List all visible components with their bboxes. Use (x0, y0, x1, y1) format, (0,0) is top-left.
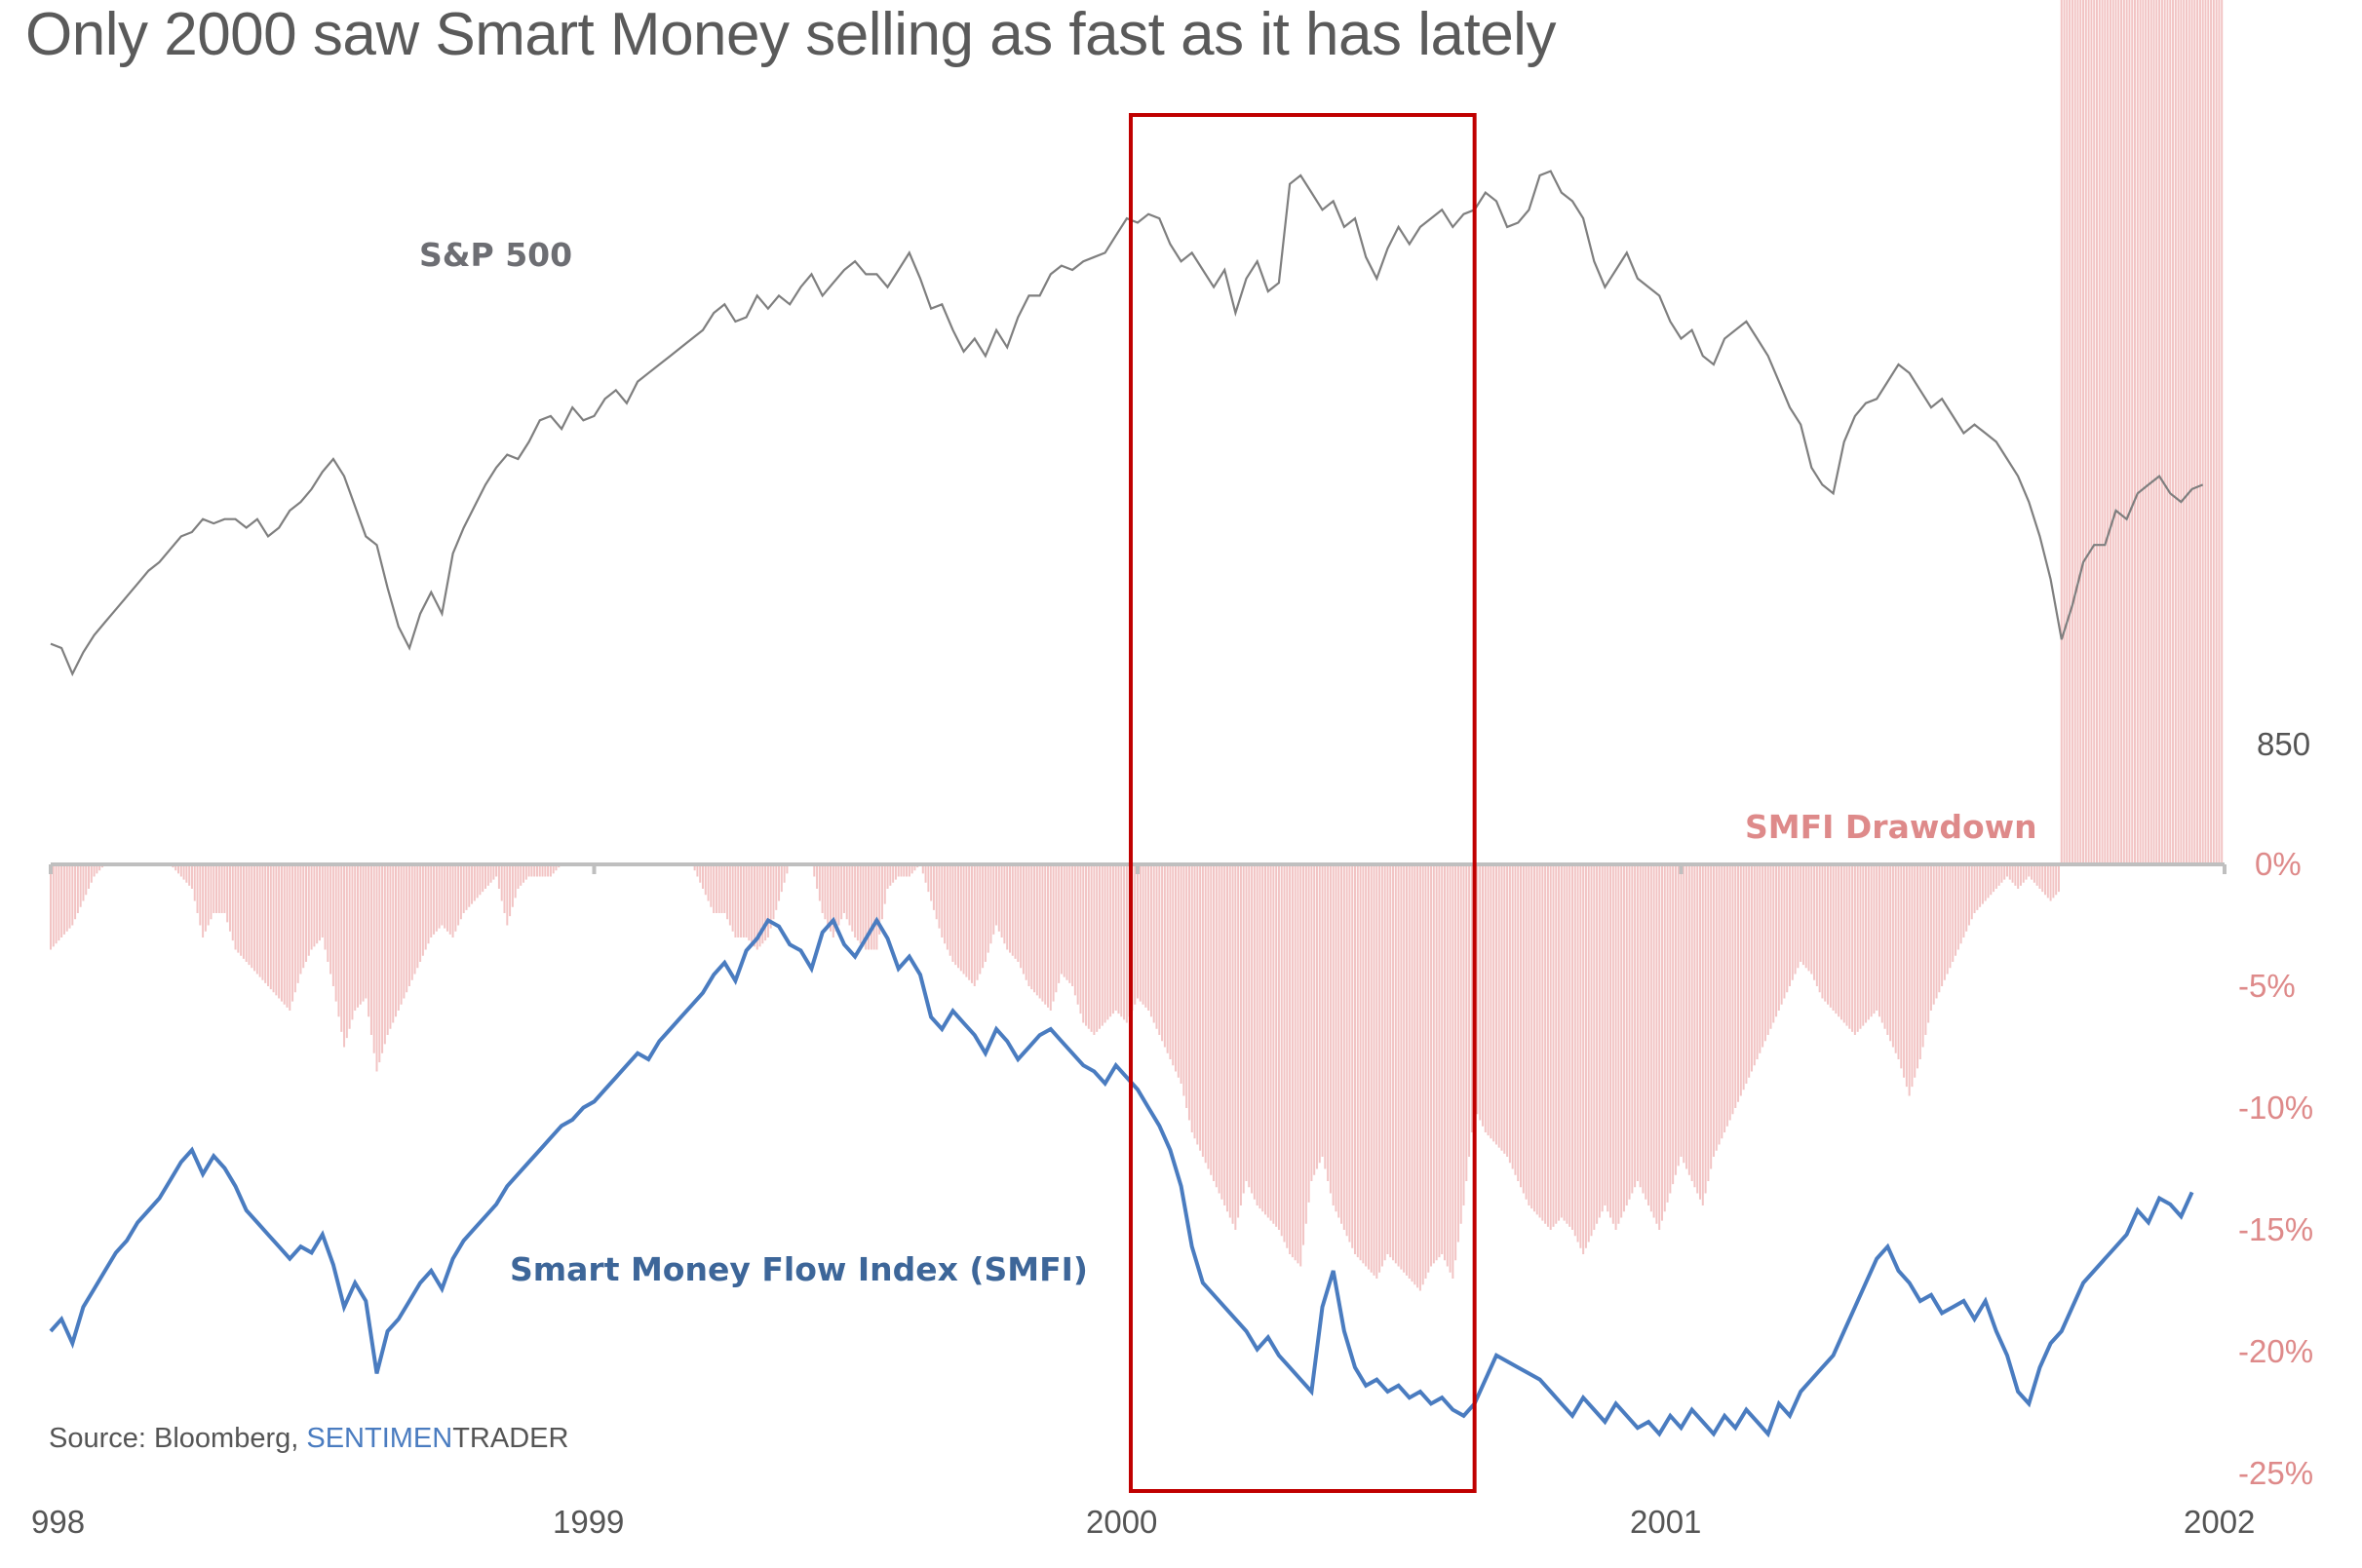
x-axis-ticks (49, 864, 2226, 874)
drawdown-series-label: SMFI Drawdown (1745, 808, 2037, 846)
sp500-line (50, 170, 2204, 677)
highlight-box (1129, 113, 1477, 1493)
drawdown-tick-label: -20% (2238, 1333, 2313, 1369)
drawdown-tick-label: -25% (2238, 1455, 2313, 1491)
x-tick-label: 2002 (2184, 1504, 2255, 1540)
x-tick-label: 998 (31, 1504, 85, 1540)
sp500-axis-tick-label: 850 (2257, 726, 2310, 762)
brand-trader: TRADER (452, 1423, 569, 1454)
brand-sentimen: SENTIMEN (306, 1423, 453, 1454)
x-tick-label: 1999 (553, 1504, 624, 1540)
drawdown-tick-label: -5% (2238, 968, 2296, 1004)
drawdown-tick-label: -10% (2238, 1090, 2313, 1126)
chart-title: Only 2000 saw Smart Money selling as fas… (25, 1, 1556, 68)
source-note: Source: Bloomberg, SENTIMENTRADER (49, 1423, 568, 1455)
sp500-series-label: S&P 500 (419, 236, 572, 274)
drawdown-bars (50, 0, 2224, 1291)
x-tick-label: 2000 (1086, 1504, 1157, 1540)
smfi-line (49, 916, 2194, 1438)
source-prefix: Source: Bloomberg, (49, 1423, 307, 1454)
x-axis-tick-labels: 998 1999 2000 2001 2002 (31, 1504, 2255, 1540)
drawdown-axis-ticks: 0% -5% -10% -15% -20% -25% (2238, 846, 2313, 1491)
x-tick-label: 2001 (1630, 1504, 1701, 1540)
drawdown-tick-label: -15% (2238, 1211, 2313, 1247)
drawdown-tick-label: 0% (2255, 846, 2302, 882)
smfi-series-label: Smart Money Flow Index (SMFI) (510, 1250, 1088, 1288)
